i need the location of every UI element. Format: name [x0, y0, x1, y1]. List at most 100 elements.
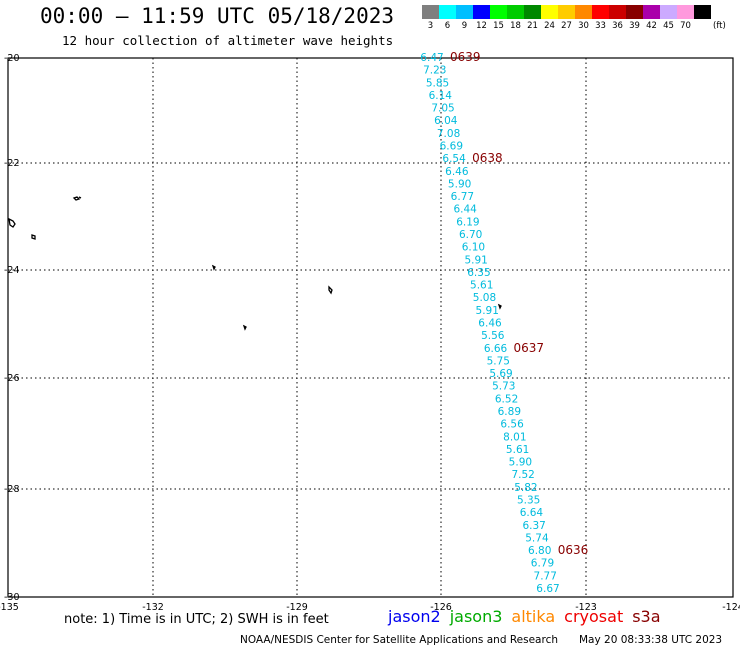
legend-swatch — [558, 5, 575, 19]
legend-swatch — [643, 5, 660, 19]
pass-time-label: 0639 — [450, 50, 481, 64]
satellite-legend: jason2 jason3 altika cryosat s3a — [388, 607, 670, 626]
legend-swatch — [660, 5, 677, 19]
legend-unit: (ft) — [713, 21, 726, 31]
legend-bin-label: 70 — [680, 21, 691, 31]
island-1 — [72, 196, 82, 201]
legend-bin-label: 15 — [493, 21, 504, 31]
swh-value-label: 6.14 — [429, 90, 453, 102]
swh-value-label: 6.46 — [478, 318, 502, 330]
swh-value-label: 5.61 — [470, 280, 493, 292]
legend-swatch — [677, 5, 694, 19]
swh-value-label: 5.74 — [525, 532, 549, 544]
lon-tick-label: -135 — [0, 602, 19, 613]
swh-value-label: 6.77 — [451, 191, 474, 203]
lon-tick-label: -129 — [286, 602, 308, 613]
island-3 — [31, 234, 36, 240]
swh-value-label: 6.47 — [420, 52, 443, 64]
map-grid — [7, 57, 734, 598]
satellite-legend-s3a: s3a — [632, 607, 661, 626]
legend-swatch — [626, 5, 643, 19]
legend-bin-label: 9 — [461, 21, 468, 31]
island-6 — [242, 324, 247, 331]
legend-bin-label: 27 — [561, 21, 572, 31]
satellite-legend-altika: altika — [511, 607, 556, 626]
swh-value-label: 8.01 — [503, 431, 526, 443]
legend-swatch — [541, 5, 558, 19]
footer-note: note: 1) Time is in UTC; 2) SWH is in fe… — [64, 612, 329, 627]
legend-swatch — [490, 5, 507, 19]
swh-value-label: 5.73 — [492, 381, 515, 393]
legend-swatch — [456, 5, 473, 19]
legend-swatch — [609, 5, 626, 19]
pass-time-label: 0637 — [514, 341, 545, 355]
map-frame — [7, 57, 734, 598]
swh-value-label: 6.35 — [467, 267, 490, 279]
swh-value-label: 6.04 — [434, 115, 458, 127]
swh-value-label: 6.54 — [442, 153, 466, 165]
credit-line: NOAA/NESDIS Center for Satellite Applica… — [240, 634, 558, 646]
lat-tick-label: -30 — [4, 592, 20, 603]
islands — [8, 196, 502, 331]
legend-bin-label: 33 — [595, 21, 606, 31]
satellite-legend-cryosat: cryosat — [564, 607, 624, 626]
legend-labels: 3 6 9 12 15 18 21 24 27 30 33 36 39 42 45 70 (ft) — [422, 21, 726, 31]
lat-tick-label: -26 — [4, 373, 20, 384]
swh-value-label: 6.66 — [484, 343, 508, 355]
satellite-legend-jason2: jason2 — [388, 607, 441, 626]
legend-swatches — [422, 5, 726, 19]
legend-bin-label: 12 — [476, 21, 487, 31]
lon-tick-label: -123 — [575, 602, 597, 613]
swh-value-label: 7.52 — [511, 469, 534, 481]
island-5 — [328, 285, 333, 295]
swh-value-label: 5.82 — [514, 482, 537, 494]
axis-labels: -135 -132 -129 -126 -123 -124 -20 -22 -24 -26 -28 -… — [0, 53, 740, 613]
legend-bin-label: 30 — [578, 21, 589, 31]
legend-swatch — [422, 5, 439, 19]
legend-bin-label: 18 — [510, 21, 521, 31]
lat-tick-label: -20 — [4, 53, 20, 64]
swh-value-label: 6.56 — [500, 419, 524, 431]
swh-value-label: 7.23 — [423, 65, 446, 77]
map-subtitle: 12 hour collection of altimeter wave hei… — [62, 33, 394, 48]
swh-value-label: 5.90 — [448, 178, 471, 190]
island-2 — [8, 217, 16, 228]
swh-value-label: 6.79 — [531, 558, 554, 570]
swh-value-label: 6.89 — [498, 406, 521, 418]
swh-value-label: 7.77 — [534, 570, 557, 582]
legend-bin-label: 21 — [527, 21, 538, 31]
swh-value-label: 5.69 — [489, 368, 512, 380]
swh-value-label: 6.19 — [456, 216, 479, 228]
satellite-legend-jason3: jason3 — [449, 607, 503, 626]
legend-bin-label: 45 — [663, 21, 674, 31]
lat-tick-label: -22 — [4, 158, 20, 169]
swh-value-label: 6.80 — [528, 545, 551, 557]
swh-value-label: 7.08 — [437, 128, 460, 140]
legend-swatch — [507, 5, 524, 19]
island-4 — [211, 264, 216, 271]
legend-bin-label: 39 — [629, 21, 640, 31]
generation-timestamp: May 20 08:33:38 UTC 2023 — [579, 634, 723, 646]
legend-bin-label: 3 — [427, 21, 434, 31]
legend-swatch — [439, 5, 456, 19]
swh-value-label: 6.67 — [536, 583, 559, 595]
swh-value-label: 5.61 — [506, 444, 529, 456]
legend-swatch — [694, 5, 711, 19]
swh-value-label: 5.56 — [481, 330, 505, 342]
swh-value-label: 5.35 — [517, 495, 540, 507]
swh-value-label: 5.90 — [509, 457, 532, 469]
wave-height-legend: 3 6 9 12 15 18 21 24 27 30 33 36 39 42 45 70 (ft) — [422, 5, 726, 31]
lat-tick-label: -28 — [4, 484, 20, 495]
lon-tick-label: -124 — [722, 602, 740, 613]
legend-bin-label: 6 — [444, 21, 451, 31]
legend-bin-label: 24 — [544, 21, 555, 31]
swh-value-label: 5.85 — [426, 77, 449, 89]
legend-bin-label: 42 — [646, 21, 657, 31]
swh-value-label: 6.10 — [462, 242, 485, 254]
legend-swatch — [473, 5, 490, 19]
swh-value-label: 6.37 — [522, 520, 545, 532]
swh-value-label: 6.46 — [445, 166, 469, 178]
legend-swatch — [575, 5, 592, 19]
swh-value-label: 5.91 — [464, 254, 487, 266]
